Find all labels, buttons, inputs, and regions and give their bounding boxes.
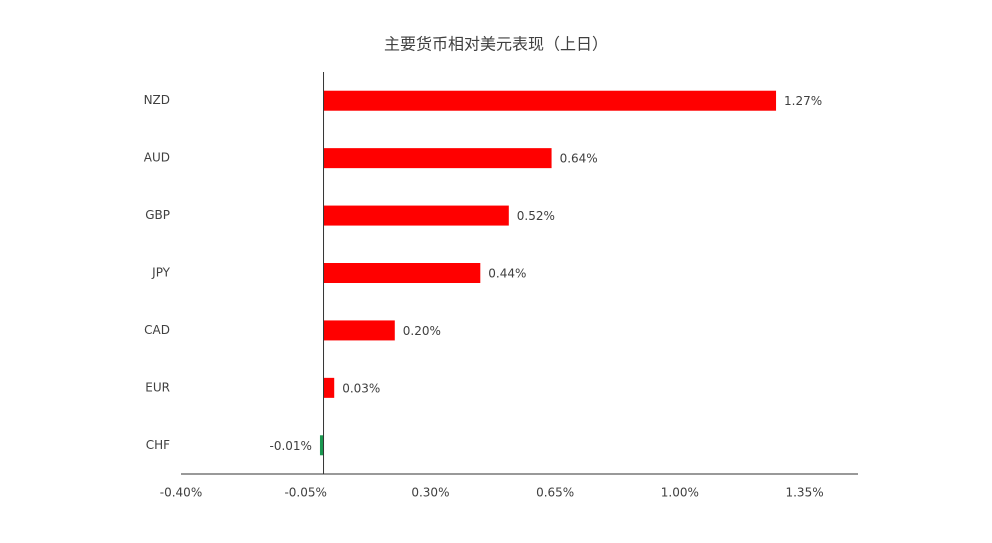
x-tick-label: 1.00%	[661, 486, 699, 500]
bar	[323, 320, 395, 341]
bar	[323, 263, 481, 283]
chart-title: 主要货币相对美元表现（上日）	[384, 35, 608, 54]
x-tick-label: -0.40%	[160, 486, 202, 500]
data-label: 0.20%	[403, 324, 441, 338]
y-tick-label: CHF	[146, 438, 170, 452]
data-label: 1.27%	[784, 94, 822, 108]
data-label: -0.01%	[270, 439, 312, 453]
bar	[319, 435, 324, 456]
y-tick-label: EUR	[145, 380, 170, 394]
bar	[323, 148, 552, 169]
x-tick-label: 0.30%	[411, 486, 449, 500]
bar	[323, 205, 509, 226]
bar	[323, 377, 335, 398]
bar	[323, 90, 777, 111]
x-tick-label: 0.65%	[536, 486, 574, 500]
data-label: 0.03%	[342, 381, 380, 395]
y-tick-label: JPY	[151, 266, 171, 280]
data-label: 0.64%	[560, 152, 598, 166]
y-tick-label: NZD	[144, 93, 170, 107]
x-tick-label: 1.35%	[785, 486, 823, 500]
y-tick-label: AUD	[144, 151, 170, 165]
y-tick-label: CAD	[144, 323, 170, 337]
data-label: 0.44%	[488, 267, 526, 281]
y-tick-label: GBP	[145, 208, 170, 222]
data-label: 0.52%	[517, 209, 555, 223]
x-tick-label: -0.05%	[284, 486, 326, 500]
